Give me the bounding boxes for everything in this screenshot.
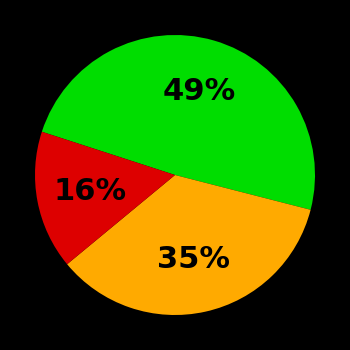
Wedge shape <box>35 132 175 264</box>
Text: 49%: 49% <box>163 77 236 106</box>
Wedge shape <box>67 175 310 315</box>
Text: 35%: 35% <box>158 245 230 274</box>
Text: 16%: 16% <box>53 177 126 206</box>
Wedge shape <box>42 35 315 210</box>
